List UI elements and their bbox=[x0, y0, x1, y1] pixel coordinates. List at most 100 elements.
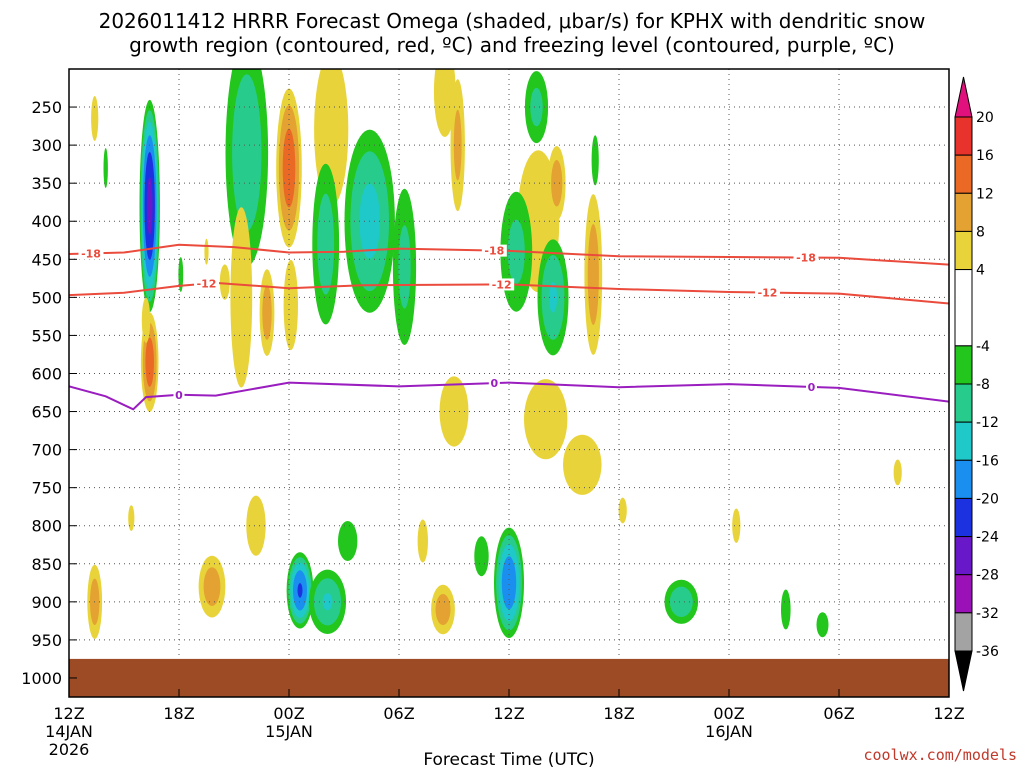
colorbar-bin-4-8 bbox=[954, 230, 973, 271]
y-tick-label-650: 650 bbox=[31, 403, 62, 422]
x-tick-year-0: 2026 bbox=[49, 740, 90, 759]
x-tick-date-36: 16JAN bbox=[705, 722, 753, 741]
omega-cell-35-level--4 bbox=[338, 521, 358, 561]
omega-cell-0-level-4 bbox=[91, 96, 99, 141]
colorbar: 20 16 12 8 4 -4 -8 -12 -16 -20 -24 -28 -32 -36 bbox=[954, 76, 999, 692]
contour-label-bg-1-0 bbox=[194, 277, 219, 290]
x-tick-date-0: 14JAN bbox=[45, 722, 93, 741]
y-tick-label-250: 250 bbox=[31, 98, 62, 117]
omega-shading bbox=[87, 69, 902, 639]
y-tick-label-700: 700 bbox=[31, 441, 62, 460]
omega-cell-28-level-4 bbox=[563, 434, 602, 495]
omega-cell-25-level--4 bbox=[591, 135, 599, 186]
omega-cell-4-level-4 bbox=[141, 297, 151, 343]
omega-cell-21-level--12 bbox=[548, 282, 558, 313]
colorbar-tick--20: -20 bbox=[976, 491, 999, 507]
omega-cell-9-level-8 bbox=[262, 285, 272, 340]
contour-label-bg-0-0 bbox=[78, 247, 104, 260]
omega-cell-44-level--4 bbox=[816, 612, 829, 638]
omega-cell-34-level--12 bbox=[322, 593, 333, 611]
x-tick-label-24: 12Z bbox=[493, 704, 524, 723]
contours: -18 -18 -18 -12 -12 -12 0 0 0 bbox=[69, 243, 949, 411]
colorbar-bin--32--28 bbox=[954, 574, 973, 614]
y-tick-label-450: 450 bbox=[31, 250, 62, 269]
contour-label-bg-0-2 bbox=[793, 251, 819, 264]
colorbar-tick--16: -16 bbox=[976, 453, 999, 469]
x-axis-label: Forecast Time (UTC) bbox=[423, 750, 594, 768]
colorbar-bin--36--32 bbox=[954, 612, 973, 652]
y-tick-label-850: 850 bbox=[31, 555, 62, 574]
omega-cell-8-level-4 bbox=[230, 207, 253, 388]
omega-cell-20-level-8 bbox=[551, 159, 563, 207]
credit-link[interactable]: coolwx.com/models bbox=[863, 746, 1017, 764]
contour-label-0-0: -18 bbox=[81, 247, 101, 260]
contour-label-bg-2-0 bbox=[173, 388, 185, 401]
y-tick-label-800: 800 bbox=[31, 517, 62, 536]
contour-label-bg-1-2 bbox=[755, 286, 780, 299]
contour-line-0 bbox=[69, 243, 949, 266]
y-tick-label-350: 350 bbox=[31, 174, 62, 193]
x-tick-label-6: 18Z bbox=[163, 704, 194, 723]
omega-cell-42-level-4 bbox=[732, 508, 741, 543]
colorbar-tick--36: -36 bbox=[976, 644, 999, 660]
colorbar-tick-8: 8 bbox=[976, 224, 985, 240]
contour-label-0-1: -18 bbox=[484, 245, 504, 258]
omega-cell-1-level--24 bbox=[146, 177, 153, 235]
y-axis: 250 300 350 400 450 500 550 600 650 700 750 800 850 9… bbox=[21, 98, 77, 688]
x-tick-label-48: 12Z bbox=[933, 704, 964, 723]
contour-label-1-0: -12 bbox=[197, 278, 217, 291]
colorbar-bin-16-20 bbox=[954, 116, 973, 156]
omega-cell-30-level-4 bbox=[128, 505, 135, 531]
colorbar-bin-8-12 bbox=[954, 192, 973, 232]
colorbar-bin-20-24 bbox=[954, 76, 973, 118]
omega-cell-32-level-4 bbox=[246, 495, 266, 556]
omega-cell-27-level-4 bbox=[524, 379, 568, 460]
colorbar-bin--8--4 bbox=[954, 345, 973, 385]
omega-cell-11-level-4 bbox=[283, 259, 298, 351]
x-tick-label-42: 06Z bbox=[823, 704, 854, 723]
contour-label-0-2: -18 bbox=[796, 252, 816, 265]
colorbar-tick--4: -4 bbox=[976, 339, 990, 355]
omega-cell-2-level--4 bbox=[103, 148, 108, 188]
y-tick-label-950: 950 bbox=[31, 631, 62, 650]
contour-label-bg-1-1 bbox=[489, 278, 515, 291]
omega-cell-18-level-8 bbox=[453, 109, 462, 181]
colorbar-tick-12: 12 bbox=[976, 186, 994, 202]
contour-label-2-2: 0 bbox=[808, 381, 816, 394]
colorbar-bin--16--12 bbox=[954, 421, 973, 461]
contour-label-1-2: -12 bbox=[758, 287, 778, 300]
colorbar-tick--24: -24 bbox=[976, 530, 999, 546]
colorbar-bin--12--8 bbox=[954, 383, 973, 423]
contour-label-bg-2-2 bbox=[806, 380, 817, 393]
omega-cell-41-level--8 bbox=[669, 586, 693, 617]
x-tick-label-18: 06Z bbox=[383, 704, 414, 723]
omega-cell-45-level-4 bbox=[893, 459, 902, 486]
y-tick-label-300: 300 bbox=[31, 136, 62, 155]
contour-line-2 bbox=[69, 381, 949, 411]
omega-cell-39-level--4 bbox=[474, 536, 489, 577]
colorbar-bin-below-36 bbox=[954, 650, 973, 692]
colorbar-tick--8: -8 bbox=[976, 377, 990, 393]
omega-cell-6-level-4 bbox=[204, 238, 209, 265]
colorbar-bin--28--24 bbox=[954, 536, 973, 576]
omega-cell-7-level--8 bbox=[232, 74, 262, 232]
x-tick-label-36: 00Z bbox=[713, 704, 744, 723]
omega-cell-12-level-4 bbox=[219, 264, 230, 300]
x-tick-date-12: 15JAN bbox=[265, 722, 313, 741]
colorbar-tick-16: 16 bbox=[976, 148, 994, 164]
omega-cell-37-level-4 bbox=[417, 519, 428, 563]
chart-title-line1: 2026011412 HRRR Forecast Omega (shaded, … bbox=[99, 9, 926, 33]
y-tick-label-1000: 1000 bbox=[21, 669, 62, 688]
colorbar-tick-20: 20 bbox=[976, 110, 994, 126]
contour-label-bg-2-1 bbox=[488, 377, 500, 390]
omega-cell-36-level-8 bbox=[435, 594, 451, 625]
colorbar-tick-4: 4 bbox=[976, 263, 985, 279]
omega-cell-23-level-8 bbox=[587, 224, 599, 325]
x-tick-label-30: 18Z bbox=[603, 704, 634, 723]
plot-area: -18 -18 -18 -12 -12 -12 0 0 0 bbox=[68, 68, 950, 698]
omega-cell-43-level--4 bbox=[781, 589, 791, 630]
colorbar-bin--24--20 bbox=[954, 497, 973, 538]
omega-cell-31-level-8 bbox=[203, 567, 221, 606]
